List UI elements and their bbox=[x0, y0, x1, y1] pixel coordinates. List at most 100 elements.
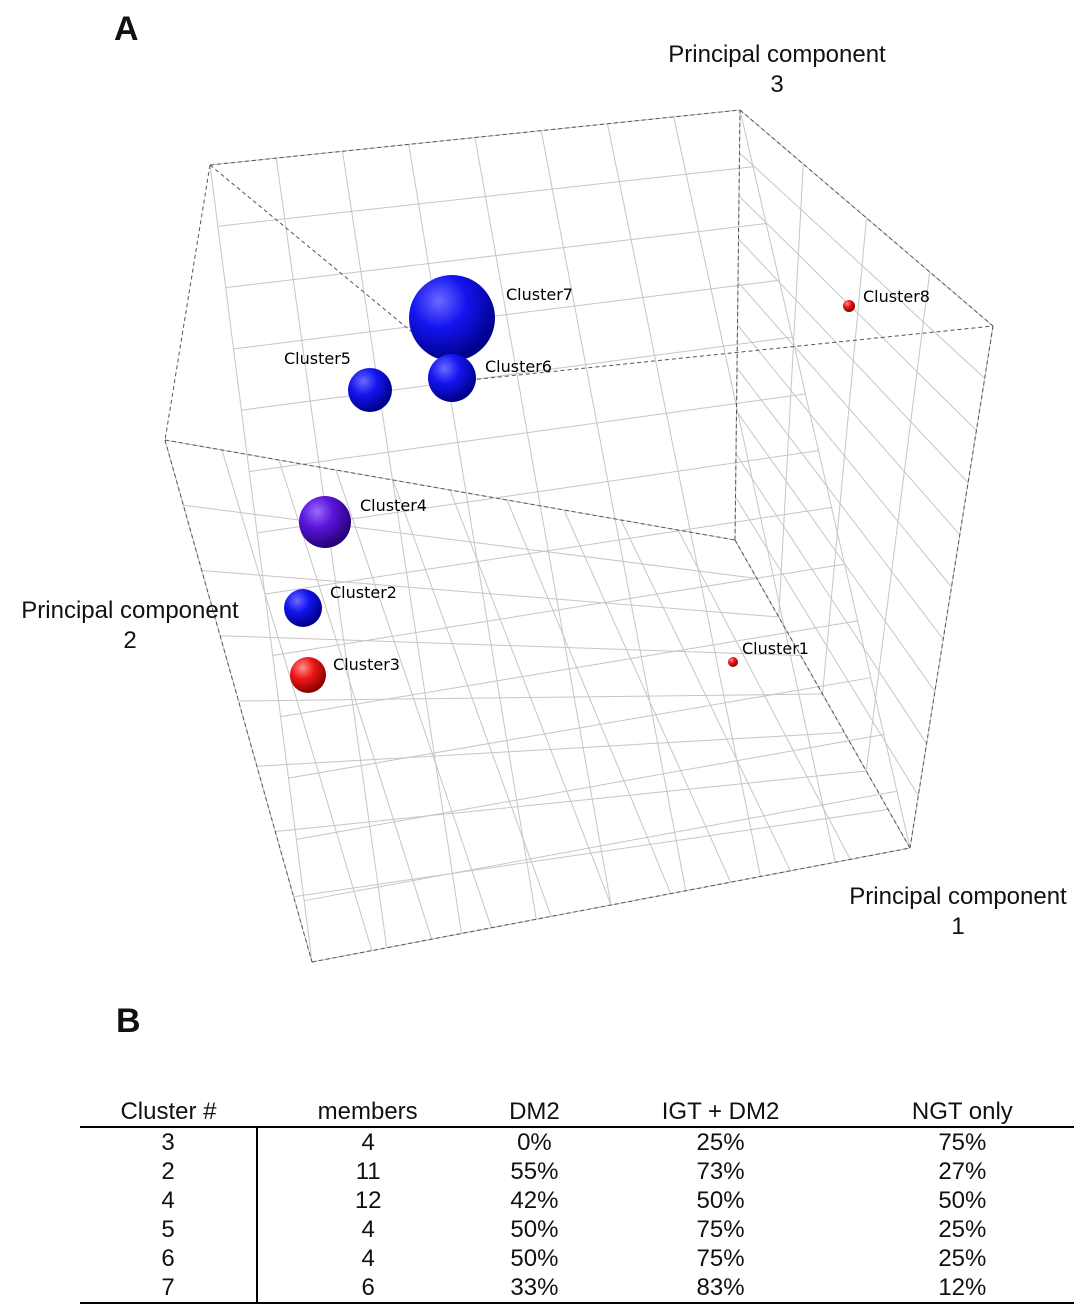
cell-members: 11 bbox=[355, 1158, 381, 1185]
grid-line bbox=[275, 770, 867, 832]
cluster-label-cluster3: Cluster3 bbox=[333, 655, 400, 674]
cell-members: 4 bbox=[361, 1216, 375, 1243]
cluster-label-cluster5: Cluster5 bbox=[284, 349, 351, 368]
table-row: 2 11 55% 73% 27% bbox=[80, 1157, 1074, 1186]
grid-line bbox=[217, 166, 754, 227]
cell-igt-dm2: 50% bbox=[696, 1187, 745, 1214]
grid-line bbox=[735, 496, 919, 797]
grid-line bbox=[737, 324, 952, 588]
grid-line bbox=[738, 195, 977, 431]
grid-line bbox=[238, 693, 823, 702]
grid-line bbox=[673, 116, 836, 863]
cell-dm2: 33% bbox=[478, 1273, 591, 1304]
cell-dm2: 50% bbox=[510, 1245, 559, 1272]
cell-ngt-only: 75% bbox=[938, 1129, 987, 1156]
table-row: 7 6 33% 83% 12% bbox=[80, 1273, 1074, 1304]
grid-line bbox=[607, 123, 761, 877]
table-header-row: Cluster # members DM2 IGT + DM2 NGT only bbox=[80, 1092, 1074, 1128]
cell-dm2: 42% bbox=[510, 1187, 559, 1214]
cell-ngt-only: 27% bbox=[938, 1158, 987, 1185]
grid-line bbox=[540, 130, 687, 891]
grid-line bbox=[241, 336, 793, 411]
grid-line bbox=[296, 733, 884, 840]
box-edge bbox=[734, 539, 911, 849]
grid-line bbox=[735, 453, 928, 744]
grid-line bbox=[264, 506, 832, 595]
grid-line bbox=[225, 223, 767, 289]
cluster-label-cluster8: Cluster8 bbox=[863, 287, 930, 306]
grid-line bbox=[256, 732, 845, 767]
cell-members: 4 bbox=[361, 1245, 375, 1272]
grid-line bbox=[408, 144, 537, 920]
cluster-sphere-cluster8 bbox=[843, 300, 855, 312]
cluster-sphere-cluster6 bbox=[428, 354, 476, 402]
panel-a-letter: A bbox=[114, 10, 139, 48]
grid-line bbox=[280, 620, 858, 718]
grid-line bbox=[209, 164, 313, 963]
grid-line bbox=[739, 152, 986, 379]
grid-line bbox=[275, 158, 388, 948]
box-edge bbox=[164, 439, 313, 963]
cluster-label-cluster4: Cluster4 bbox=[360, 496, 427, 515]
table-row: 4 12 42% 50% 50% bbox=[80, 1186, 1074, 1215]
header-cluster: Cluster # bbox=[80, 1092, 257, 1128]
cell-ngt-only: 12% bbox=[850, 1273, 1074, 1304]
cluster-sphere-cluster3 bbox=[290, 657, 326, 693]
box-edge bbox=[734, 109, 741, 541]
table-row: 5 4 50% 75% 25% bbox=[80, 1215, 1074, 1244]
grid-line bbox=[220, 635, 801, 656]
axis-label-pc2: Principal component 2 bbox=[21, 597, 239, 654]
axis-label-pc1: Principal component 1 bbox=[849, 883, 1067, 940]
cluster-label-cluster7: Cluster7 bbox=[506, 285, 573, 304]
header-dm2: DM2 bbox=[478, 1092, 591, 1128]
cluster-label-cluster2: Cluster2 bbox=[330, 583, 397, 602]
cell-igt-dm2: 25% bbox=[696, 1129, 745, 1156]
panel-b-letter: B bbox=[116, 1002, 141, 1040]
grid-line bbox=[272, 563, 845, 656]
cell-dm2: 50% bbox=[510, 1216, 559, 1243]
cell-igt-dm2: 73% bbox=[696, 1158, 745, 1185]
cluster-spheres: Cluster7 Cluster8 Cluster5 Cluster6 Cluster4… bbox=[284, 275, 930, 693]
cluster-sphere-cluster2 bbox=[284, 589, 322, 627]
grid-line bbox=[474, 137, 612, 906]
grid-line bbox=[736, 410, 936, 692]
cell-igt-dm2: 75% bbox=[696, 1245, 745, 1272]
cell-cluster: 4 bbox=[80, 1186, 258, 1215]
header-ngt-only: NGT only bbox=[850, 1092, 1074, 1128]
grid-line bbox=[233, 279, 780, 350]
cluster-label-cluster6: Cluster6 bbox=[485, 357, 552, 376]
bounding-box bbox=[164, 109, 994, 963]
grid-line bbox=[249, 393, 806, 473]
table-row: 6 4 50% 75% 25% bbox=[80, 1244, 1074, 1273]
cell-cluster: 2 bbox=[80, 1157, 258, 1186]
cluster-sphere-cluster7 bbox=[409, 275, 495, 361]
cell-igt-dm2: 83% bbox=[590, 1273, 851, 1304]
grid-line bbox=[293, 809, 889, 898]
cell-members: 12 bbox=[354, 1187, 382, 1214]
cell-cluster: 6 bbox=[80, 1244, 258, 1273]
cluster-sphere-cluster5 bbox=[348, 368, 392, 412]
box-edge bbox=[469, 325, 994, 381]
box-edge bbox=[209, 109, 741, 166]
grid-line bbox=[201, 570, 779, 618]
cell-members: 4 bbox=[361, 1129, 375, 1156]
cell-ngt-only: 25% bbox=[938, 1216, 987, 1243]
grid-lines bbox=[164, 109, 994, 963]
grid-line bbox=[342, 151, 462, 934]
cluster-sphere-cluster4 bbox=[299, 496, 351, 548]
cluster-label-cluster1: Cluster1 bbox=[742, 639, 809, 658]
pca-3d-plot: Cluster7 Cluster8 Cluster5 Cluster6 Cluster4… bbox=[164, 109, 994, 963]
grid-line bbox=[739, 109, 911, 849]
box-edge bbox=[164, 164, 211, 441]
cell-members: 6 bbox=[257, 1273, 479, 1304]
header-igt-dm2: IGT + DM2 bbox=[590, 1092, 851, 1128]
cell-igt-dm2: 75% bbox=[696, 1216, 745, 1243]
cell-cluster: 3 bbox=[80, 1127, 258, 1157]
table-row: 3 4 0% 25% 75% bbox=[80, 1127, 1074, 1157]
grid-line bbox=[738, 238, 969, 483]
box-edge bbox=[164, 439, 736, 541]
axis-label-pc3: Principal component 3 bbox=[668, 41, 886, 98]
grid-line bbox=[304, 790, 898, 902]
cluster-sphere-cluster1 bbox=[728, 657, 738, 667]
cluster-table: Cluster # members DM2 IGT + DM2 NGT only… bbox=[80, 1092, 1074, 1304]
